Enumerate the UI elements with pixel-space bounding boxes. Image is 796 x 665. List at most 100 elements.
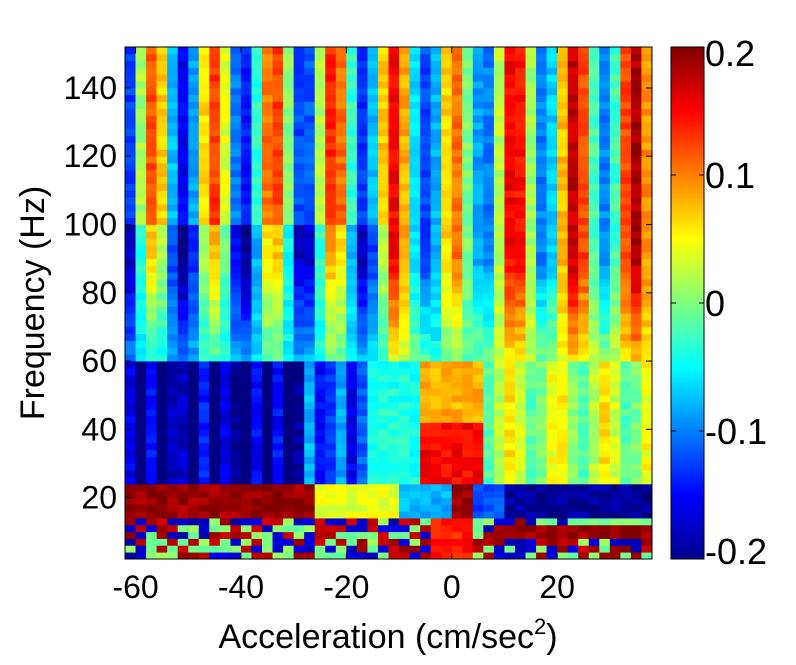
heatmap-cell: [262, 279, 273, 287]
heatmap-cell: [240, 483, 252, 492]
heatmap-cell: [272, 320, 284, 328]
heatmap-cell: [514, 163, 526, 171]
heatmap-cell: [420, 142, 432, 150]
heatmap-cell: [335, 545, 347, 553]
heatmap-cell: [167, 53, 179, 62]
heatmap-cell: [219, 67, 231, 75]
heatmap-cell: [462, 244, 474, 253]
heatmap-cell: [167, 156, 179, 164]
heatmap-cell: [272, 53, 284, 62]
heatmap-cell: [262, 74, 273, 82]
heatmap-cell: [304, 217, 316, 225]
heatmap-cell: [230, 197, 242, 205]
heatmap-cell: [451, 122, 463, 130]
heatmap-cell: [546, 456, 558, 464]
heatmap-cell: [557, 326, 569, 335]
heatmap-cell: [472, 449, 484, 457]
heatmap-cell: [441, 313, 453, 321]
heatmap-cell: [536, 149, 547, 157]
heatmap-cell: [230, 238, 242, 246]
heatmap-cell: [472, 442, 484, 451]
heatmap-cell: [514, 128, 526, 137]
heatmap-cell: [283, 470, 295, 478]
heatmap-cell: [325, 190, 337, 198]
heatmap-cell: [219, 436, 231, 444]
heatmap-cell: [156, 81, 168, 89]
heatmap-cell: [483, 142, 495, 150]
heatmap-cell: [304, 531, 316, 539]
heatmap-cell: [578, 333, 590, 341]
heatmap-cell: [525, 361, 537, 369]
heatmap-cell: [546, 477, 558, 485]
heatmap-cell: [146, 367, 158, 376]
heatmap-cell: [346, 163, 358, 171]
heatmap-cell: [483, 108, 495, 116]
heatmap-cell: [146, 313, 158, 321]
heatmap-cell: [430, 292, 442, 300]
heatmap-cell: [388, 149, 400, 157]
heatmap-cell: [430, 169, 442, 178]
heatmap-cell: [156, 545, 168, 553]
heatmap-cell: [609, 504, 621, 512]
heatmap-cell: [356, 395, 368, 403]
heatmap-cell: [641, 251, 653, 260]
heatmap-cell: [578, 81, 590, 89]
heatmap-cell: [262, 333, 273, 341]
heatmap-cell: [462, 128, 474, 137]
heatmap-cell: [156, 122, 168, 130]
heatmap-cell: [325, 524, 337, 533]
heatmap-cell: [125, 422, 136, 430]
heatmap-cell: [262, 94, 273, 103]
heatmap-cell: [219, 231, 231, 239]
heatmap-cell: [209, 60, 221, 68]
heatmap-cell: [167, 108, 179, 116]
heatmap-cell: [546, 231, 558, 239]
heatmap-cell: [609, 128, 621, 137]
heatmap-cell: [504, 74, 516, 82]
heatmap-cell: [230, 449, 242, 457]
heatmap-cell: [504, 477, 516, 485]
heatmap-cell: [609, 292, 621, 300]
heatmap-cell: [546, 210, 558, 219]
heatmap-cell: [420, 265, 432, 273]
heatmap-cell: [251, 504, 263, 512]
heatmap-cell: [346, 367, 358, 376]
heatmap-cell: [557, 122, 569, 130]
heatmap-cell: [272, 238, 284, 246]
heatmap-cell: [441, 511, 453, 519]
heatmap-cell: [346, 128, 358, 137]
heatmap-cell: [504, 135, 516, 143]
heatmap-cell: [177, 60, 189, 68]
heatmap-cell: [620, 122, 632, 130]
heatmap-cell: [146, 74, 158, 82]
heatmap-cell: [504, 408, 516, 417]
heatmap-cell: [420, 524, 432, 533]
heatmap-cell: [504, 238, 516, 246]
heatmap-cell: [630, 176, 642, 184]
heatmap-cell: [262, 504, 273, 512]
heatmap-cell: [283, 531, 295, 539]
heatmap-cell: [388, 74, 400, 82]
heatmap-cell: [472, 326, 484, 335]
heatmap-cell: [399, 87, 410, 96]
heatmap-cell: [557, 135, 569, 143]
heatmap-cell: [283, 217, 295, 225]
heatmap-cell: [209, 238, 221, 246]
heatmap-cell: [188, 470, 200, 478]
heatmap-cell: [588, 511, 600, 519]
heatmap-cell: [167, 429, 179, 437]
heatmap-cell: [525, 67, 537, 75]
heatmap-cell: [240, 422, 252, 430]
heatmap-cell: [125, 518, 136, 526]
heatmap-cell: [599, 149, 611, 157]
heatmap-cell: [599, 354, 611, 362]
heatmap-cell: [557, 204, 569, 212]
heatmap-cell: [367, 142, 379, 150]
heatmap-cell: [546, 545, 558, 553]
heatmap-cell: [630, 483, 642, 492]
heatmap-cell: [420, 285, 432, 294]
heatmap-cell: [167, 531, 179, 539]
heatmap-cell: [599, 81, 611, 89]
heatmap-cell: [409, 395, 421, 403]
heatmap-cell: [240, 442, 252, 451]
